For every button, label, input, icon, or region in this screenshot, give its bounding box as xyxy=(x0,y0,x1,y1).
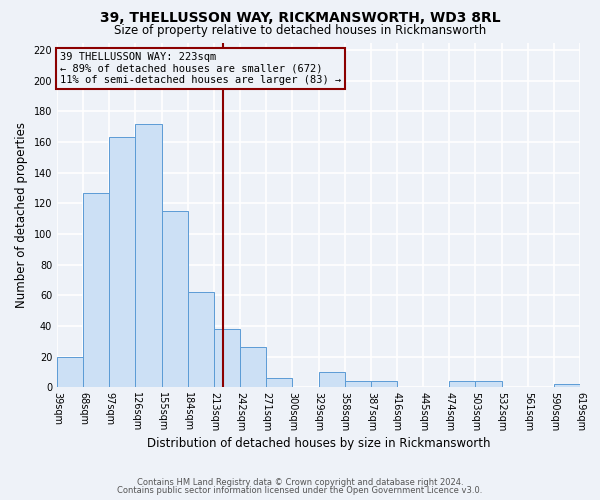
Bar xyxy=(57,356,83,387)
Bar xyxy=(319,372,344,387)
Y-axis label: Number of detached properties: Number of detached properties xyxy=(15,122,28,308)
Text: Contains HM Land Registry data © Crown copyright and database right 2024.: Contains HM Land Registry data © Crown c… xyxy=(137,478,463,487)
Bar xyxy=(109,138,136,387)
Bar xyxy=(554,384,580,387)
Bar xyxy=(188,292,214,387)
Bar xyxy=(266,378,292,387)
Bar xyxy=(449,381,475,387)
X-axis label: Distribution of detached houses by size in Rickmansworth: Distribution of detached houses by size … xyxy=(147,437,490,450)
Bar xyxy=(161,211,188,387)
Bar xyxy=(136,124,161,387)
Bar xyxy=(344,381,371,387)
Text: 39, THELLUSSON WAY, RICKMANSWORTH, WD3 8RL: 39, THELLUSSON WAY, RICKMANSWORTH, WD3 8… xyxy=(100,11,500,25)
Text: 39 THELLUSSON WAY: 223sqm
← 89% of detached houses are smaller (672)
11% of semi: 39 THELLUSSON WAY: 223sqm ← 89% of detac… xyxy=(60,52,341,85)
Bar xyxy=(475,381,502,387)
Text: Contains public sector information licensed under the Open Government Licence v3: Contains public sector information licen… xyxy=(118,486,482,495)
Bar xyxy=(240,348,266,387)
Text: Size of property relative to detached houses in Rickmansworth: Size of property relative to detached ho… xyxy=(114,24,486,37)
Bar xyxy=(371,381,397,387)
Bar xyxy=(83,192,109,387)
Bar xyxy=(214,329,240,387)
